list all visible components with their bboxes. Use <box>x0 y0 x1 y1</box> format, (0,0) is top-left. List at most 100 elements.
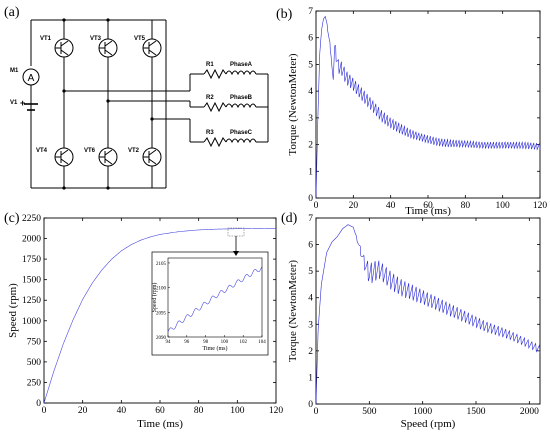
label-vt5: VT5 <box>134 36 146 42</box>
y-tick-label: 7 <box>308 7 313 17</box>
x-tick-label: 1000 <box>413 407 432 417</box>
y-tick-label: 3 <box>308 114 313 124</box>
resistor-r1 <box>203 68 227 80</box>
y-axis-title: Speed (rpm) <box>7 283 19 338</box>
y-tick-label: 3 <box>308 320 313 330</box>
y-tick-label: 5 <box>308 267 313 277</box>
x-tick-label: 80 <box>194 406 204 416</box>
inset-x-tick-label: 104 <box>258 340 266 345</box>
resistor-r2 <box>203 101 227 113</box>
source-label: V1 <box>10 100 18 106</box>
y-axis-title: Torque (NewtonMeter) <box>287 53 299 156</box>
junction-dot <box>106 186 110 190</box>
y-tick-label: 750 <box>27 337 42 347</box>
junction-dots <box>62 18 154 190</box>
y-tick-label: 6 <box>308 34 313 44</box>
x-tick-label: 20 <box>349 201 359 211</box>
inset-x-title: Time (ms) <box>203 345 228 352</box>
x-tick-label: 60 <box>423 201 433 211</box>
source-polarity: + <box>20 98 25 108</box>
label-phase-b: PhaseB <box>230 95 253 101</box>
y-axis-title: Torque (NewtonMeter) <box>287 260 299 363</box>
y-tick-label: 500 <box>27 358 42 368</box>
x-tick-label: 2000 <box>520 407 539 417</box>
x-axis-title: Speed (rpm) <box>401 418 456 430</box>
y-tick-label: 1500 <box>22 276 41 286</box>
chart-torque-vs-time: 0 20 40 60 80 100 120 0 1 2 3 4 5 6 7 Time (ms) Torque (… <box>287 7 547 217</box>
panel-label-d: (d) <box>281 211 298 226</box>
y-tick-label: 4 <box>308 87 313 97</box>
y-tick-label: 0 <box>308 400 313 410</box>
transistor-vt4 <box>54 147 74 167</box>
transistor-vt3 <box>98 38 118 58</box>
inset-x-tick-label: 100 <box>221 340 229 345</box>
chart-speed-vs-time: 0 20 40 60 80 100 120 0 250 500 750 1000 1250 1500 175… <box>7 214 283 430</box>
label-vt6: VT6 <box>84 148 96 154</box>
y-tick-label: 5 <box>308 60 313 70</box>
y-tick-label: 7 <box>308 214 313 224</box>
panel-label-c: (c) <box>4 211 20 226</box>
label-vt1: VT1 <box>40 36 52 42</box>
x-axis-title: Time (ms) <box>137 418 183 430</box>
transistor-vt5 <box>142 38 162 58</box>
inset-y-title: Speed (rpm) <box>151 283 158 313</box>
meter-symbol: A <box>28 73 35 84</box>
transistor-vt6 <box>98 147 118 167</box>
x-tick-label: 40 <box>117 406 127 416</box>
junction-dot <box>62 18 66 22</box>
inset-x-tick-label: 98 <box>203 340 209 345</box>
resistor-r3 <box>203 136 227 148</box>
inset-pointer <box>227 227 245 256</box>
panel-label-b: (b) <box>276 7 293 22</box>
label-phase-a: PhaseA <box>230 62 253 68</box>
y-tick-label: 0 <box>36 399 41 409</box>
inset-x-tick-label: 94 <box>166 340 172 345</box>
x-axis-title: Time (ms) <box>405 205 451 217</box>
y-tick-label: 1 <box>308 373 313 383</box>
inset-arrow-head <box>233 251 239 256</box>
x-tick-label: 0 <box>42 406 47 416</box>
chart-torque-vs-speed: 0 500 1000 1500 2000 0 1 2 3 4 5 6 7 Speed (rpm) Torqu… <box>287 214 541 430</box>
y-tick-label: 1000 <box>22 317 41 327</box>
y-tick-label: 1 <box>308 167 313 177</box>
inset-frame <box>167 257 263 338</box>
label-r2: R2 <box>206 95 214 101</box>
label-vt4: VT4 <box>36 148 48 154</box>
label-phase-c: PhaseC <box>230 130 253 136</box>
x-tick-label: 60 <box>155 406 165 416</box>
inset-y-tick-label: 2095 <box>156 311 167 316</box>
x-tick-label: 100 <box>230 406 245 416</box>
plot-frame <box>315 217 541 405</box>
junction-dot <box>106 18 110 22</box>
x-tick-label: 0 <box>314 201 319 211</box>
zoom-region-marker <box>227 227 245 237</box>
inset-x-tick-label: 102 <box>239 340 247 345</box>
x-tick-label: 1500 <box>467 407 486 417</box>
inset-x-tick-label: 96 <box>184 340 190 345</box>
label-vt3: VT3 <box>90 36 102 42</box>
x-tick-label: 100 <box>496 201 511 211</box>
y-tick-label: 1750 <box>22 255 41 265</box>
y-tick-label: 2 <box>308 347 313 357</box>
label-r3: R3 <box>206 130 214 136</box>
junction-dot <box>106 99 110 103</box>
inductor-phase-c <box>225 138 257 144</box>
inset-chart: 94 96 98 100 102 104 2090 2095 2100 2105 Time (ms)… <box>151 251 269 356</box>
inductor-phase-b <box>225 103 257 109</box>
label-vt2: VT2 <box>128 148 140 154</box>
transistor-vt2 <box>142 147 162 167</box>
y-tick-label: 0 <box>308 194 313 204</box>
series-line <box>315 224 541 405</box>
series-line <box>315 15 541 199</box>
junction-dot <box>150 117 154 121</box>
y-tick-label: 6 <box>308 241 313 251</box>
x-tick-label: 0 <box>314 407 319 417</box>
inset-y-tick-label: 2105 <box>156 262 167 267</box>
transistor-vt1 <box>54 38 74 58</box>
meter-label: M1 <box>10 68 19 74</box>
plot-frame <box>315 10 541 199</box>
junction-dot <box>62 89 66 93</box>
y-tick-label: 2250 <box>22 214 41 224</box>
x-tick-label: 80 <box>461 201 471 211</box>
